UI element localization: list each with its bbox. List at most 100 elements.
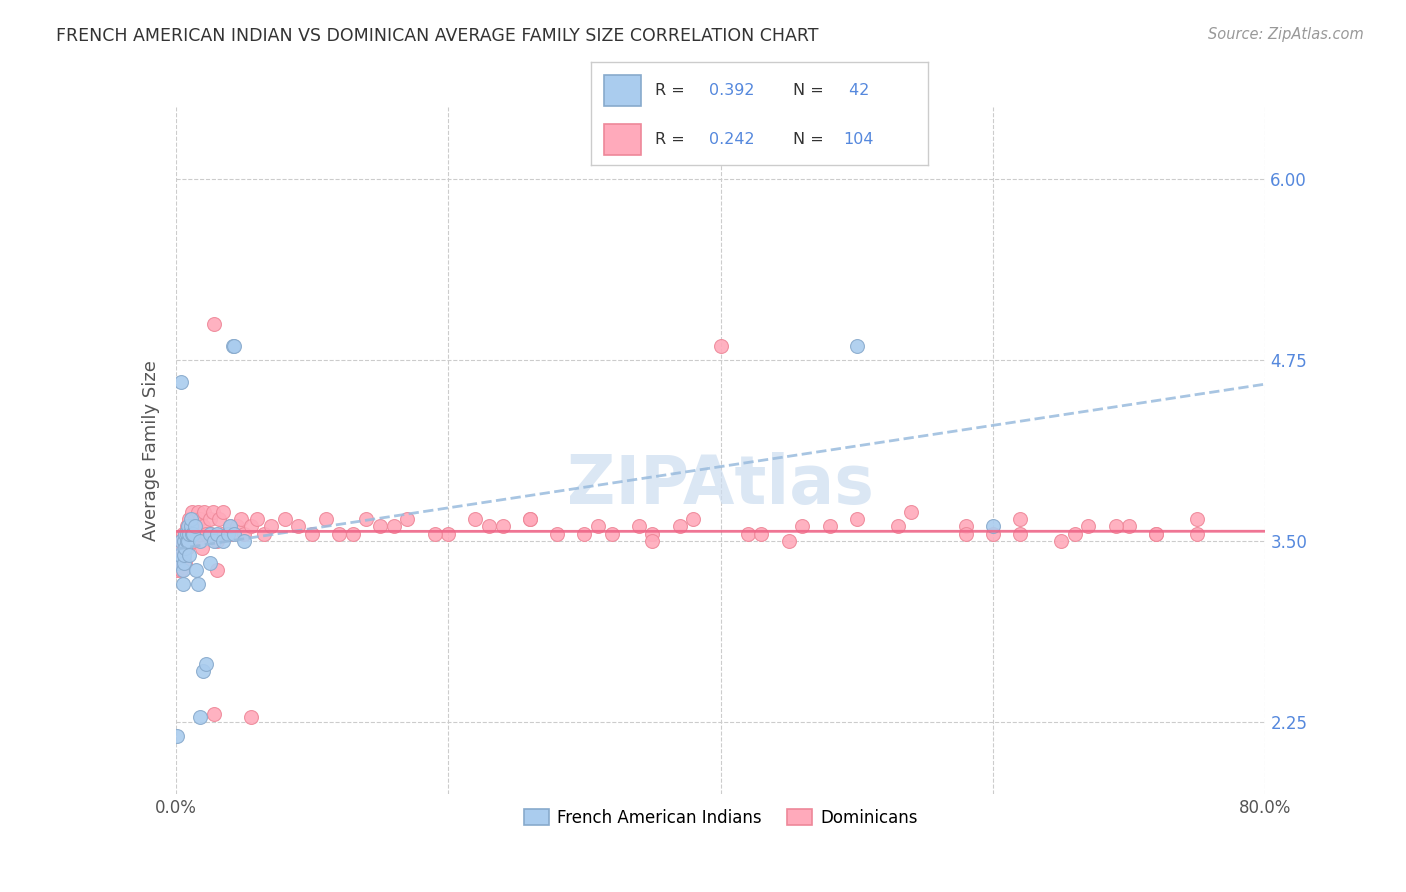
Point — [176, 533, 198, 548]
Point — [396, 512, 419, 526]
FancyBboxPatch shape — [605, 124, 641, 155]
Point — [1144, 526, 1167, 541]
Point — [627, 519, 650, 533]
Point — [180, 519, 202, 533]
Point — [845, 512, 868, 526]
Point — [183, 526, 205, 541]
Text: N =: N = — [793, 132, 830, 147]
Point — [260, 519, 283, 533]
Point — [253, 526, 276, 541]
Point — [186, 505, 209, 519]
Point — [180, 512, 202, 526]
Point — [172, 533, 194, 548]
Point — [955, 519, 977, 533]
Point — [198, 526, 221, 541]
Point — [219, 519, 242, 533]
Text: 0.242: 0.242 — [709, 132, 754, 147]
Point — [174, 556, 197, 570]
Point — [202, 317, 225, 331]
Point — [186, 563, 208, 577]
Point — [217, 526, 239, 541]
Point — [1187, 526, 1209, 541]
Point — [167, 556, 190, 570]
Point — [792, 519, 814, 533]
Point — [342, 526, 364, 541]
Text: R =: R = — [655, 83, 689, 97]
Point — [492, 519, 515, 533]
Point — [186, 519, 208, 533]
Point — [170, 375, 193, 389]
Point — [217, 526, 239, 541]
Point — [180, 526, 202, 541]
Point — [172, 563, 194, 577]
Point — [184, 519, 207, 533]
Point — [177, 526, 200, 541]
Point — [200, 526, 222, 541]
Text: FRENCH AMERICAN INDIAN VS DOMINICAN AVERAGE FAMILY SIZE CORRELATION CHART: FRENCH AMERICAN INDIAN VS DOMINICAN AVER… — [56, 27, 818, 45]
Point — [600, 526, 623, 541]
Point — [172, 526, 194, 541]
Y-axis label: Average Family Size: Average Family Size — [142, 360, 160, 541]
Point — [641, 533, 664, 548]
Point — [208, 512, 231, 526]
Point — [1010, 526, 1032, 541]
Point — [1104, 519, 1126, 533]
Point — [173, 549, 195, 563]
Point — [886, 519, 908, 533]
Point — [900, 505, 922, 519]
Legend: French American Indians, Dominicans: French American Indians, Dominicans — [517, 802, 924, 834]
Point — [176, 526, 198, 541]
Point — [315, 512, 337, 526]
Point — [170, 563, 193, 577]
Point — [239, 710, 262, 724]
Point — [239, 519, 262, 533]
Point — [737, 526, 759, 541]
Point — [177, 533, 200, 548]
Point — [184, 512, 207, 526]
Point — [166, 563, 188, 577]
Point — [231, 512, 253, 526]
Point — [173, 541, 195, 555]
Point — [382, 519, 405, 533]
Point — [174, 526, 197, 541]
Point — [1187, 512, 1209, 526]
Point — [191, 664, 214, 678]
Point — [478, 519, 501, 533]
Text: ZIPAtlas: ZIPAtlas — [567, 452, 875, 517]
Point — [710, 338, 733, 352]
Point — [287, 519, 309, 533]
Point — [219, 519, 242, 533]
Point — [202, 533, 225, 548]
Text: Source: ZipAtlas.com: Source: ZipAtlas.com — [1208, 27, 1364, 42]
Point — [193, 505, 215, 519]
Point — [955, 526, 977, 541]
Point — [751, 526, 773, 541]
Point — [519, 512, 541, 526]
Point — [668, 519, 690, 533]
Point — [1063, 526, 1085, 541]
Point — [188, 533, 211, 548]
Point — [232, 533, 254, 548]
Point — [176, 541, 198, 555]
Point — [179, 512, 201, 526]
Point — [187, 526, 209, 541]
Point — [301, 526, 323, 541]
Text: 42: 42 — [844, 83, 869, 97]
Point — [586, 519, 609, 533]
Point — [173, 549, 195, 563]
Point — [191, 519, 214, 533]
Point — [176, 519, 198, 533]
Point — [194, 657, 217, 671]
Point — [274, 512, 297, 526]
Point — [423, 526, 446, 541]
Point — [574, 526, 596, 541]
Point — [169, 549, 191, 563]
Point — [181, 505, 204, 519]
Point — [167, 556, 190, 570]
Point — [170, 533, 193, 548]
Point — [1077, 519, 1099, 533]
Point — [437, 526, 460, 541]
Point — [205, 533, 228, 548]
Point — [328, 526, 350, 541]
Point — [198, 512, 221, 526]
